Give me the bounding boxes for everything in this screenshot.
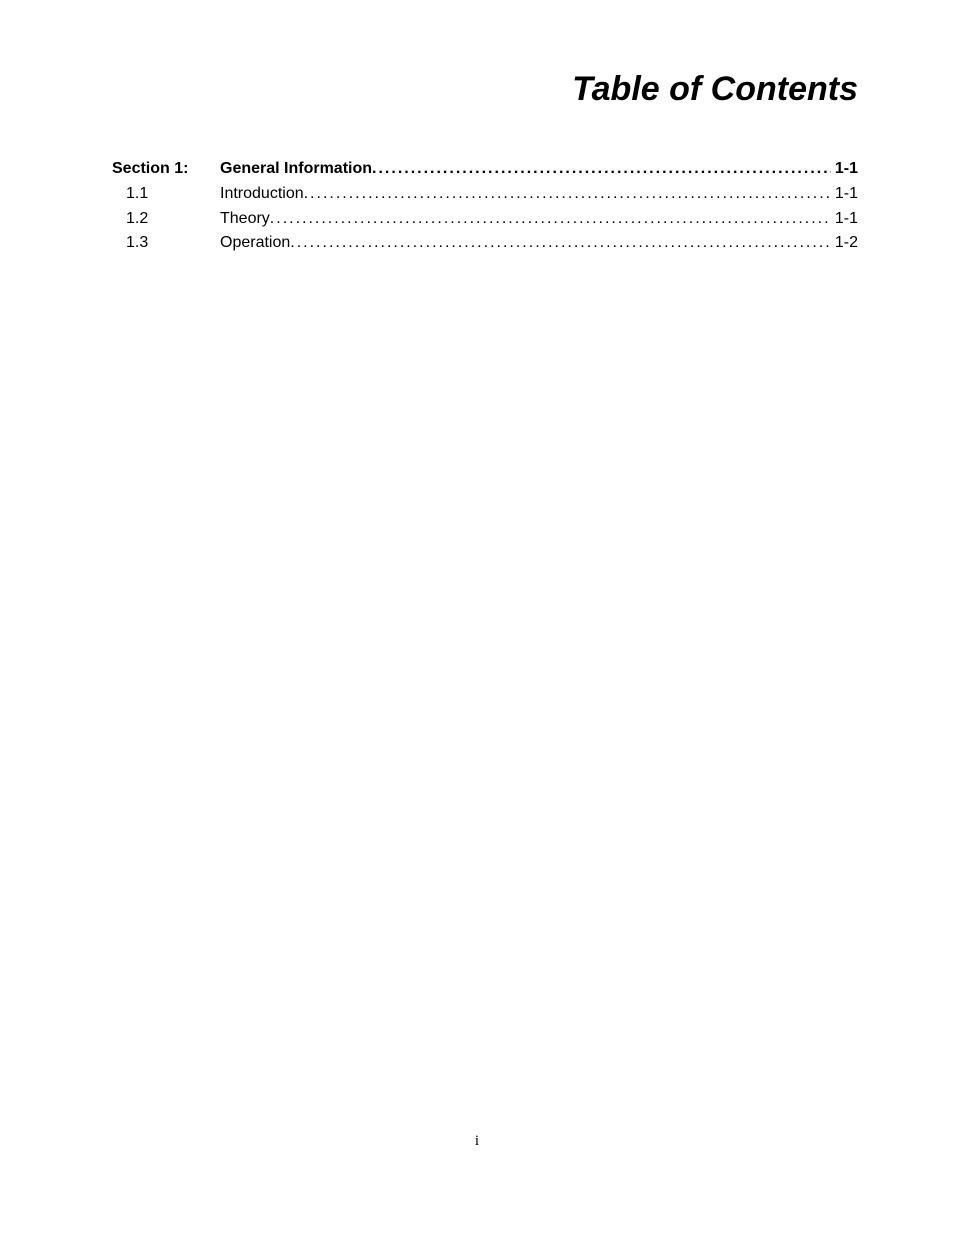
toc-entry-number: 1.1 xyxy=(112,182,220,207)
toc-entry-row: 1.2 Theory 1-1 xyxy=(112,207,858,232)
toc-entry-page: 1-1 xyxy=(831,207,858,232)
toc-entry-label: Introduction xyxy=(220,182,304,207)
toc-entry-row: 1.1 Introduction 1-1 xyxy=(112,182,858,207)
toc-leader xyxy=(290,231,831,256)
toc-entry-page: 1-1 xyxy=(831,182,858,207)
toc-leader xyxy=(304,182,831,207)
toc-entry-number: 1.3 xyxy=(112,231,220,256)
document-page: Table of Contents Section 1: General Inf… xyxy=(0,0,954,256)
toc-leader xyxy=(372,157,831,182)
toc-section-label: General Information xyxy=(220,157,372,182)
toc-section-number: Section 1: xyxy=(112,157,220,182)
toc-entry-label: Theory xyxy=(220,207,270,232)
toc-entry-row: 1.3 Operation 1-2 xyxy=(112,231,858,256)
toc-entry-page: 1-2 xyxy=(831,231,858,256)
toc-section-row: Section 1: General Information 1-1 xyxy=(112,157,858,182)
toc-section-page: 1-1 xyxy=(831,157,858,182)
toc-leader xyxy=(270,207,831,232)
table-of-contents: Section 1: General Information 1-1 1.1 I… xyxy=(90,157,864,256)
toc-entry-number: 1.2 xyxy=(112,207,220,232)
page-title: Table of Contents xyxy=(90,70,864,109)
toc-entry-label: Operation xyxy=(220,231,290,256)
page-number: i xyxy=(0,1133,954,1150)
